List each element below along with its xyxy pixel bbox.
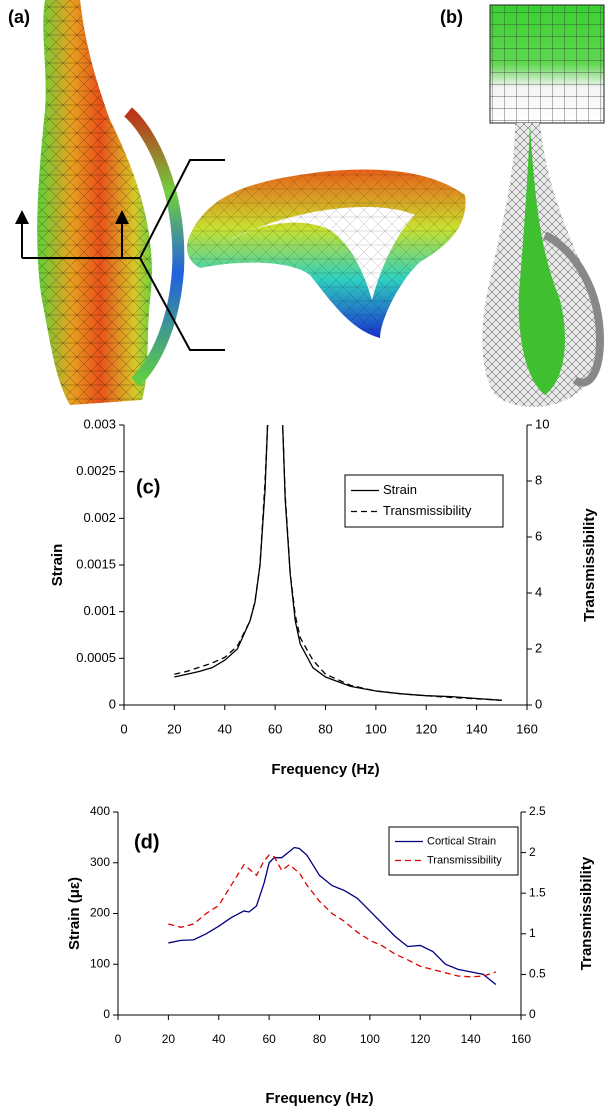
- chart: 0 20 40 60 80 100 120 140 160 0 100 200 300 400 0 0.5 1 1…: [66, 804, 595, 1107]
- x-tick-label: 40: [212, 1032, 226, 1046]
- x-tick-label: 80: [318, 721, 332, 736]
- x-tick-label: 100: [365, 721, 387, 736]
- legend-label: Cortical Strain: [427, 835, 496, 847]
- panel-label: (a): [8, 7, 30, 27]
- x-tick-label: 40: [218, 721, 232, 736]
- series-line: [168, 854, 497, 978]
- y2-tick-label: 2: [529, 845, 536, 859]
- y-tick-label: 0.0005: [76, 650, 116, 665]
- panel-a-image: [15, 0, 466, 405]
- x-tick-label: 160: [516, 721, 538, 736]
- y2-tick-label: 10: [535, 416, 549, 431]
- x-tick-label: 140: [466, 721, 488, 736]
- series-line: [174, 425, 502, 701]
- x-tick-label: 0: [115, 1032, 122, 1046]
- x-tick-label: 0: [120, 721, 127, 736]
- legend-label: Transmissibility: [383, 503, 472, 518]
- y-tick-label: 0.002: [83, 510, 116, 525]
- legend-label: Strain: [383, 482, 417, 497]
- y2-tick-label: 4: [535, 584, 542, 599]
- x-tick-label: 20: [162, 1032, 176, 1046]
- x-tick-label: 120: [410, 1032, 430, 1046]
- y2-tick-label: 0: [535, 696, 542, 711]
- y-tick-label: 0: [103, 1007, 110, 1021]
- x-tick-label: 140: [461, 1032, 481, 1046]
- x-axis-title: Frequency (Hz): [265, 1090, 373, 1107]
- y-axis-title: Strain: [49, 544, 66, 587]
- y2-axis-title: Transmissibility: [581, 508, 598, 622]
- legend-box: [388, 826, 519, 876]
- x-tick-label: 60: [268, 721, 282, 736]
- panel-label: (b): [440, 7, 463, 27]
- x-tick-label: 80: [313, 1032, 327, 1046]
- y2-tick-label: 0: [529, 1007, 536, 1021]
- legend-label: Transmissibility: [427, 854, 502, 866]
- y-tick-label: 300: [90, 855, 110, 869]
- annotation: (c): [136, 476, 160, 498]
- y2-tick-label: 2: [535, 640, 542, 655]
- y-tick-label: 0.0025: [76, 463, 116, 478]
- y2-axis-title: Transmissibility: [578, 856, 595, 970]
- x-tick-label: 60: [262, 1032, 276, 1046]
- x-tick-label: 120: [415, 721, 437, 736]
- y-tick-label: 200: [90, 906, 110, 920]
- series-line: [168, 846, 497, 986]
- y-tick-label: 0.0015: [76, 556, 116, 571]
- y2-tick-label: 8: [535, 472, 542, 487]
- y2-tick-label: 6: [535, 528, 542, 543]
- y2-tick-label: 0.5: [529, 967, 546, 981]
- y-tick-label: 100: [90, 956, 110, 970]
- y2-tick-label: 2.5: [529, 804, 546, 818]
- chart: 0 20 40 60 80 100 120 140 16000.00050.0010.00150…: [49, 416, 598, 778]
- y-tick-label: 400: [90, 804, 110, 818]
- y-tick-label: 0: [109, 696, 116, 711]
- panel-b-image: [482, 4, 605, 407]
- legend-box: [344, 474, 504, 528]
- x-tick-label: 20: [167, 721, 181, 736]
- y-tick-label: 0.001: [83, 603, 116, 618]
- y2-tick-label: 1: [529, 926, 536, 940]
- y-axis-title: Strain (με): [66, 877, 83, 950]
- x-tick-label: 100: [360, 1032, 380, 1046]
- x-axis-title: Frequency (Hz): [271, 761, 379, 778]
- x-tick-label: 160: [511, 1032, 531, 1046]
- y2-tick-label: 1.5: [529, 885, 546, 899]
- annotation: (d): [134, 831, 160, 853]
- y-tick-label: 0.003: [83, 416, 116, 431]
